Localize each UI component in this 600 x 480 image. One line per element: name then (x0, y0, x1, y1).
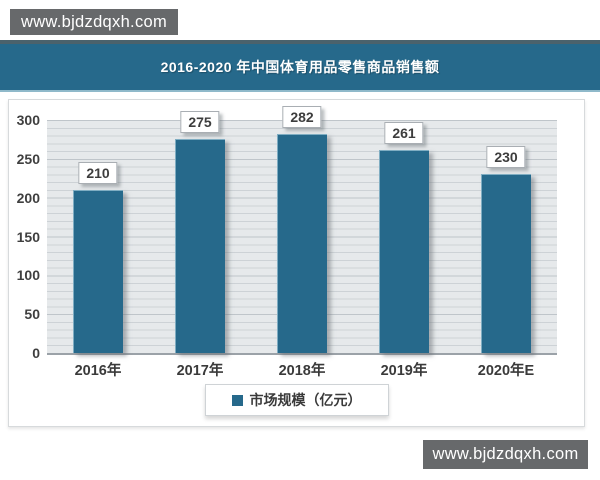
bar-2019 (379, 150, 429, 353)
x-tick-label: 2018年 (278, 363, 326, 379)
header-top-rule (0, 40, 600, 44)
watermark-bottom: www.bjdzdqxh.com (423, 440, 588, 469)
chart-header: 2016-2020 年中国体育用品零售商品销售额 (0, 44, 600, 92)
y-tick-label: 200 (16, 189, 40, 206)
bar-value-label: 282 (282, 105, 322, 128)
y-tick-label: 100 (16, 267, 40, 284)
y-tick-label: 50 (24, 306, 40, 323)
bar-2017 (175, 139, 225, 353)
bar-value-label: 261 (384, 122, 424, 145)
legend-marker-icon (231, 394, 243, 406)
bar-2018 (277, 133, 327, 353)
x-tick-label: 2016年 (74, 363, 122, 379)
x-axis: 2016年 2017年 2018年 2019年 2020年E (47, 359, 557, 381)
bar-2020e (481, 174, 531, 353)
plot-area: 210 275 282 261 230 (47, 105, 557, 355)
bar-value-label: 230 (486, 146, 526, 169)
bar-group-2019: 261 (353, 120, 455, 353)
y-tick-label: 300 (16, 112, 40, 128)
x-tick-label: 2017年 (176, 363, 224, 379)
y-tick-label: 0 (32, 345, 40, 361)
bar-value-label: 210 (78, 161, 118, 184)
watermark-top: www.bjdzdqxh.com (10, 9, 178, 35)
bar-group-2020e: 230 (455, 120, 557, 353)
x-tick-label: 2020年E (477, 363, 535, 379)
legend-row: 市场规模（亿元） (9, 384, 584, 416)
chart-title: 2016-2020 年中国体育用品零售商品销售额 (160, 59, 440, 75)
chart-panel: 300 250 200 150 100 50 0 210 275 282 261 (8, 99, 585, 427)
bar-group-2018: 282 (251, 105, 353, 353)
bar-group-2016: 210 (47, 120, 149, 353)
legend: 市场规模（亿元） (204, 384, 389, 416)
y-tick-label: 150 (16, 228, 40, 245)
legend-label: 市场规模（亿元） (249, 392, 362, 408)
bar-group-2017: 275 (149, 111, 251, 353)
bar-value-label: 275 (180, 111, 220, 134)
y-axis: 300 250 200 150 100 50 0 (9, 112, 42, 361)
bar-2016 (73, 189, 123, 353)
y-tick-label: 250 (16, 150, 40, 167)
x-tick-label: 2019年 (380, 363, 428, 379)
